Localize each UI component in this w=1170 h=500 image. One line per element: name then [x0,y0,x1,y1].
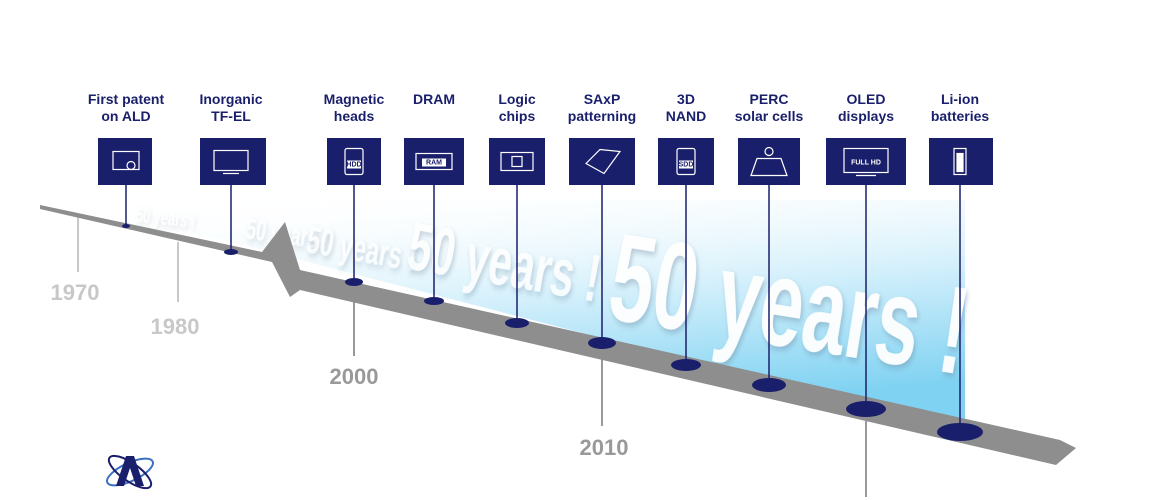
icon-box [738,138,800,185]
milestone-dot [752,378,786,392]
icon-plate [347,160,361,169]
milestone: DRAM RAM [404,91,464,305]
year-label: 1970 [51,280,100,305]
milestone-dot [224,249,238,255]
icon-box [569,138,635,185]
icon [750,146,788,177]
icon-part [956,152,964,173]
icon-part [843,147,889,174]
milestone-label: chips [499,108,536,124]
year-label: 2010 [580,435,629,460]
icon-text: SDD [679,162,694,169]
icon-part [750,157,788,177]
milestone-label: heads [334,108,375,124]
milestone-label: NAND [666,108,706,124]
timeline-road [40,205,1076,465]
icon-part [511,155,523,168]
icon [415,152,453,171]
milestone-dot [588,337,616,349]
icon-part [676,147,696,176]
milestone-label: SAxP [584,91,621,107]
icon-text: FULL HD [851,160,881,167]
milestone-label: TF-EL [211,108,251,124]
icon [676,147,696,176]
icon-part [764,146,774,157]
milestone-dot [424,297,444,305]
logo [106,454,154,490]
icon-part [112,150,140,171]
milestone-label: Logic [498,91,536,107]
icon-part [585,148,622,175]
icon [585,148,622,175]
milestone-label: on ALD [101,108,150,124]
milestone-label: patterning [568,108,636,124]
icon-plate [679,160,693,169]
icon-plate [422,158,446,167]
icon-box [826,138,906,185]
icon-part [415,152,453,171]
icon-part [500,151,534,172]
milestone-label: Li-ion [941,91,979,107]
icon [843,147,889,177]
milestone-dot [846,401,886,417]
milestone-label: solar cells [735,108,804,124]
icon-text: HDD [346,162,361,169]
icon-box [489,138,545,185]
icon [344,147,364,176]
icon [213,149,249,175]
icon-text: RAM [426,160,442,167]
milestone-label: PERC [750,91,789,107]
icon-part [953,147,967,176]
milestone-dot [671,359,701,371]
milestone-label: DRAM [413,91,455,107]
milestone-dot [505,318,529,328]
milestone-dot [345,278,363,286]
icon-part [213,149,249,172]
milestone-label: batteries [931,108,990,124]
icon-part [344,147,364,176]
icon-box [98,138,152,185]
icon [500,151,534,172]
milestone-label: Inorganic [199,91,262,107]
icon [953,147,967,176]
year-label: 2000 [330,364,379,389]
year-label: 1980 [151,314,200,339]
milestone-label: displays [838,108,894,124]
milestone-label: Magnetic [324,91,385,107]
icon [112,150,140,171]
milestone-label: OLED [847,91,886,107]
milestone-label: First patent [88,91,165,107]
icon-box [200,138,266,185]
milestone-dot [937,423,983,441]
icon-part [126,160,136,171]
milestone-dot [122,224,130,228]
milestone-label: 3D [677,91,695,107]
